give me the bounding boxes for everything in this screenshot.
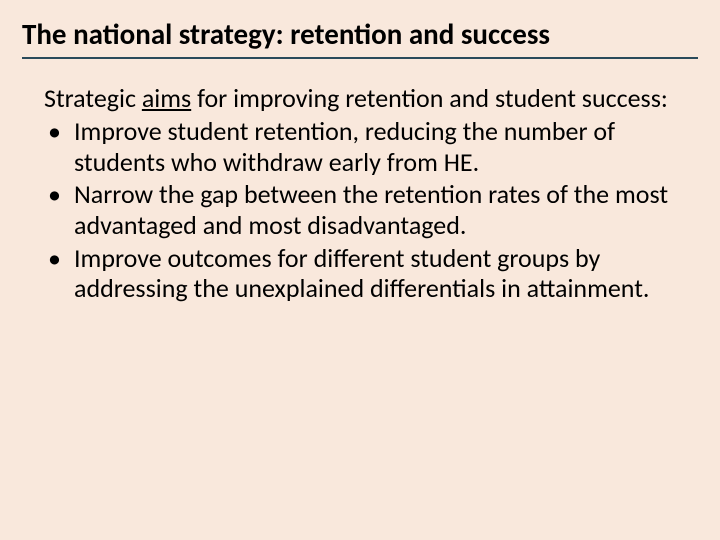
intro-pre: Strategic bbox=[44, 82, 142, 114]
intro-underlined: aims bbox=[142, 82, 191, 114]
intro-post: for improving retention and student succ… bbox=[191, 82, 668, 114]
list-item: Improve student retention, reducing the … bbox=[44, 116, 688, 177]
slide-title: The national strategy: retention and suc… bbox=[22, 18, 698, 59]
list-item: Improve outcomes for different student g… bbox=[44, 243, 688, 304]
bullet-list: Improve student retention, reducing the … bbox=[44, 116, 688, 304]
list-item: Narrow the gap between the retention rat… bbox=[44, 179, 688, 240]
intro-text: Strategic aims for improving retention a… bbox=[44, 83, 688, 114]
slide-body: Strategic aims for improving retention a… bbox=[22, 83, 698, 304]
